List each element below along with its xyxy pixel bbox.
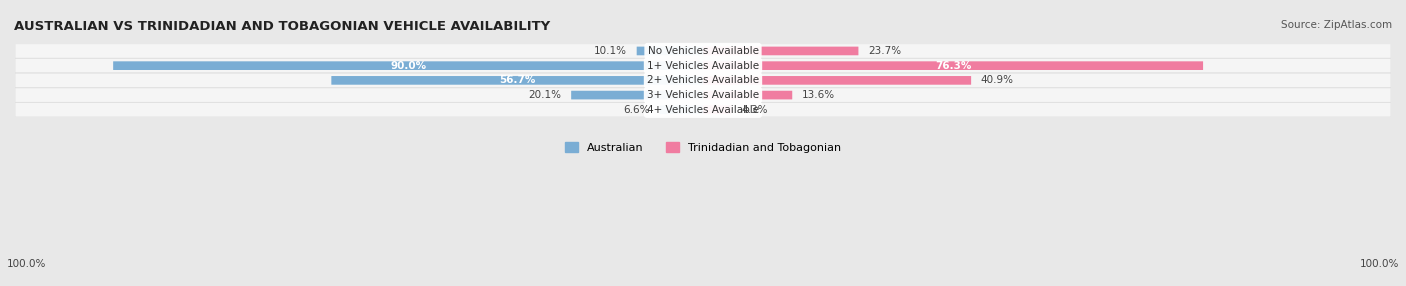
Text: 2+ Vehicles Available: 2+ Vehicles Available (647, 76, 759, 85)
Text: 20.1%: 20.1% (529, 90, 561, 100)
Text: 76.3%: 76.3% (935, 61, 972, 71)
FancyBboxPatch shape (15, 44, 1391, 58)
Text: 3+ Vehicles Available: 3+ Vehicles Available (647, 90, 759, 100)
FancyBboxPatch shape (637, 47, 703, 55)
FancyBboxPatch shape (703, 76, 972, 85)
FancyBboxPatch shape (112, 61, 703, 70)
FancyBboxPatch shape (332, 76, 703, 85)
Text: Source: ZipAtlas.com: Source: ZipAtlas.com (1281, 20, 1392, 30)
FancyBboxPatch shape (15, 88, 1391, 102)
Text: 23.7%: 23.7% (868, 46, 901, 56)
Text: 13.6%: 13.6% (801, 90, 835, 100)
FancyBboxPatch shape (703, 61, 1204, 70)
Text: 56.7%: 56.7% (499, 76, 536, 85)
Text: 100.0%: 100.0% (7, 259, 46, 269)
Text: 6.6%: 6.6% (623, 105, 650, 115)
Legend: Australian, Trinidadian and Tobagonian: Australian, Trinidadian and Tobagonian (561, 138, 845, 157)
FancyBboxPatch shape (15, 73, 1391, 88)
FancyBboxPatch shape (15, 102, 1391, 117)
Text: 10.1%: 10.1% (593, 46, 627, 56)
Text: 90.0%: 90.0% (389, 61, 426, 71)
FancyBboxPatch shape (15, 43, 1391, 58)
FancyBboxPatch shape (703, 91, 792, 100)
FancyBboxPatch shape (15, 103, 1391, 117)
FancyBboxPatch shape (703, 47, 859, 55)
FancyBboxPatch shape (15, 58, 1391, 73)
Text: No Vehicles Available: No Vehicles Available (648, 46, 758, 56)
FancyBboxPatch shape (571, 91, 703, 100)
Text: 40.9%: 40.9% (981, 76, 1014, 85)
Text: 4.3%: 4.3% (741, 105, 768, 115)
FancyBboxPatch shape (15, 58, 1391, 73)
FancyBboxPatch shape (703, 106, 731, 114)
Text: AUSTRALIAN VS TRINIDADIAN AND TOBAGONIAN VEHICLE AVAILABILITY: AUSTRALIAN VS TRINIDADIAN AND TOBAGONIAN… (14, 20, 550, 33)
Text: 1+ Vehicles Available: 1+ Vehicles Available (647, 61, 759, 71)
Text: 4+ Vehicles Available: 4+ Vehicles Available (647, 105, 759, 115)
Text: 100.0%: 100.0% (1360, 259, 1399, 269)
FancyBboxPatch shape (15, 88, 1391, 102)
FancyBboxPatch shape (659, 106, 703, 114)
FancyBboxPatch shape (15, 73, 1391, 88)
